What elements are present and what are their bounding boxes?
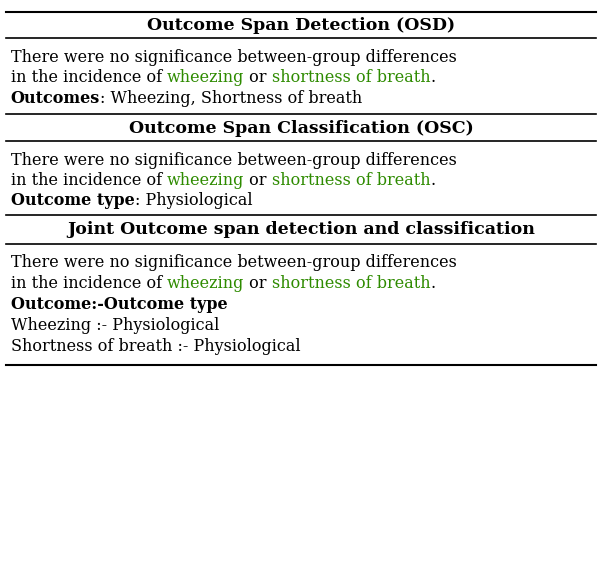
Text: Outcome type: Outcome type — [11, 192, 135, 209]
Text: in the incidence of: in the incidence of — [11, 172, 167, 189]
Text: Wheezing :- Physiological: Wheezing :- Physiological — [11, 318, 219, 334]
Text: .: . — [430, 69, 436, 86]
Text: Joint Outcome span detection and classification: Joint Outcome span detection and classif… — [67, 221, 535, 238]
Text: shortness of breath: shortness of breath — [272, 275, 430, 292]
Text: wheezing: wheezing — [167, 275, 244, 292]
Text: .: . — [430, 172, 436, 189]
Text: or: or — [244, 275, 272, 292]
Text: There were no significance between-group differences: There were no significance between-group… — [11, 152, 457, 169]
Text: : Physiological: : Physiological — [135, 192, 252, 209]
Text: Shortness of breath :- Physiological: Shortness of breath :- Physiological — [11, 338, 300, 355]
Text: Outcomes: Outcomes — [11, 90, 100, 107]
Text: in the incidence of: in the incidence of — [11, 275, 167, 292]
Text: shortness of breath: shortness of breath — [272, 69, 430, 86]
Text: Outcome:-Outcome type: Outcome:-Outcome type — [11, 296, 228, 313]
Text: or: or — [244, 172, 272, 189]
Text: : Wheezing, Shortness of breath: : Wheezing, Shortness of breath — [100, 90, 362, 107]
Text: There were no significance between-group differences: There were no significance between-group… — [11, 49, 457, 66]
Text: in the incidence of: in the incidence of — [11, 69, 167, 86]
Text: Outcome Span Detection (OSD): Outcome Span Detection (OSD) — [147, 17, 455, 34]
Text: There were no significance between-group differences: There were no significance between-group… — [11, 254, 457, 271]
Text: wheezing: wheezing — [167, 172, 244, 189]
Text: or: or — [244, 69, 272, 86]
Text: Outcome Span Classification (OSC): Outcome Span Classification (OSC) — [129, 120, 473, 136]
Text: wheezing: wheezing — [167, 69, 244, 86]
Text: .: . — [430, 275, 436, 292]
Text: shortness of breath: shortness of breath — [272, 172, 430, 189]
